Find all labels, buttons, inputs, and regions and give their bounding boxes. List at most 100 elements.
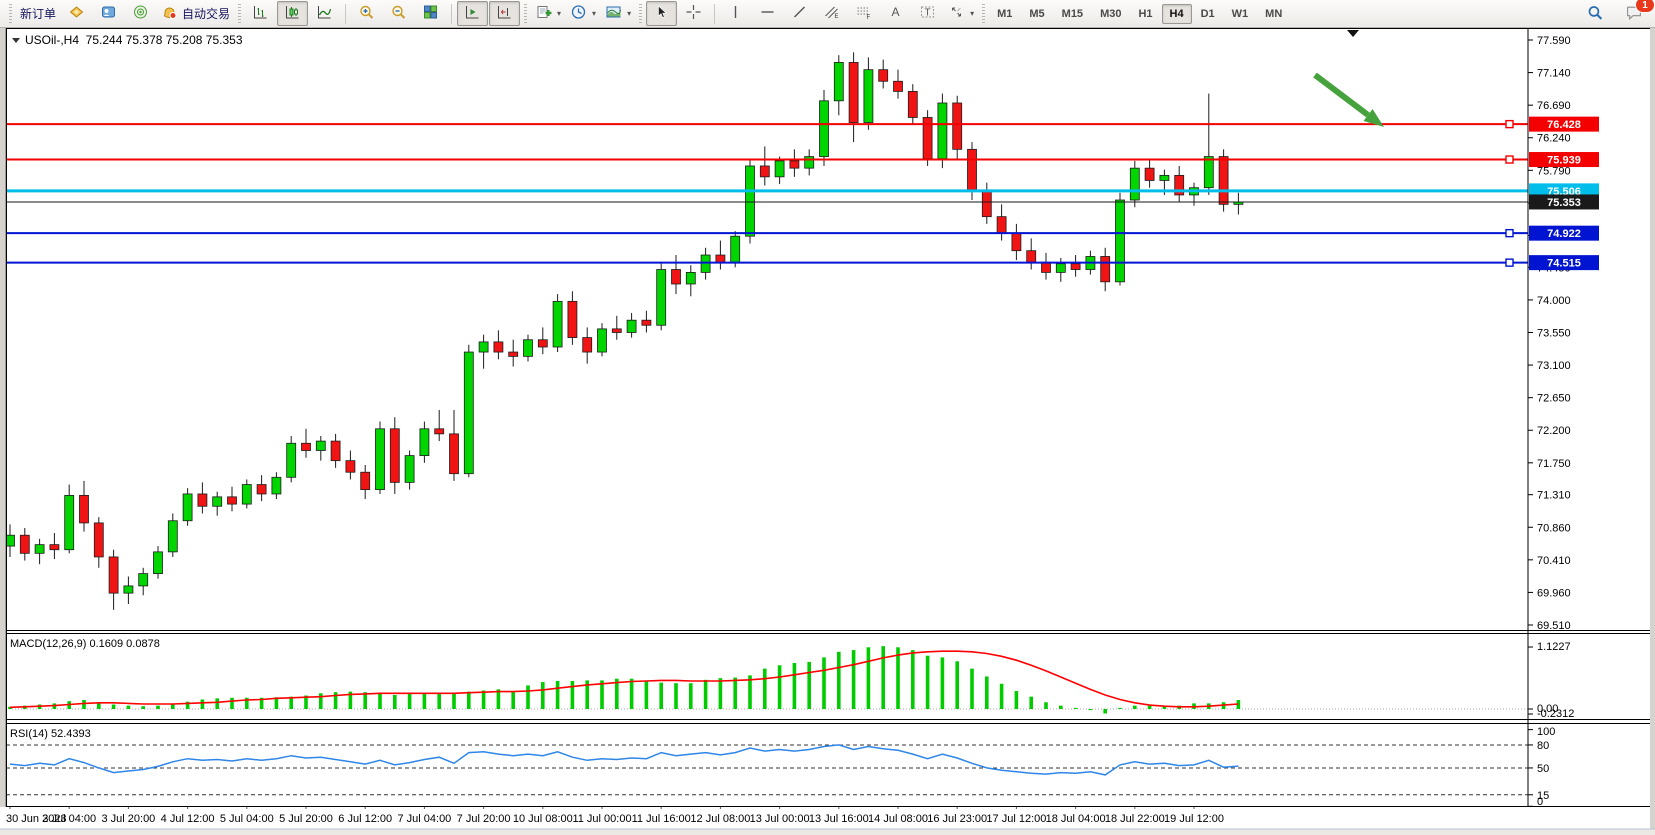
new-chart-button[interactable]: ▾ [531,1,565,26]
zoom-out-button[interactable] [383,1,414,26]
svg-text:0: 0 [1537,796,1543,808]
timeframe-h1-button[interactable]: H1 [1138,7,1153,20]
svg-text:5 Jul 04:00: 5 Jul 04:00 [220,813,274,825]
svg-text:76.690: 76.690 [1537,100,1571,112]
svg-text:100: 100 [1537,726,1555,738]
trendline-icon [791,4,808,23]
svg-text:11 Jul 16:00: 11 Jul 16:00 [632,813,691,825]
svg-text:-0.2312: -0.2312 [1537,708,1574,720]
notification-count-badge: 1 [1635,0,1655,13]
notifications-button[interactable]: 1 [1618,0,1655,26]
new-chart-icon [535,4,552,23]
svg-text:74.515: 74.515 [1547,258,1581,270]
svg-text:15: 15 [1537,790,1549,802]
svg-text:74.922: 74.922 [1547,228,1581,240]
cursor-button[interactable] [646,1,678,26]
bar-chart-button[interactable] [245,1,276,26]
toolbar-grip[interactable] [982,3,986,24]
search-button[interactable] [1579,1,1610,26]
crosshair-button[interactable] [678,1,709,26]
auto-trading-button[interactable]: 自动交易 [157,1,234,26]
signals-icon [132,4,149,23]
window-left-edge[interactable] [0,28,6,807]
chart-window: 77.59077.14076.69076.24075.79075.34074.8… [0,28,1655,835]
vertical-line-icon [727,4,744,23]
candlestick-chart-button[interactable] [277,1,309,26]
timeframe-h4-button[interactable]: H4 [1161,3,1192,24]
rsi-indicator-label: RSI(14) 52.4393 [10,728,91,740]
svg-text:F: F [867,15,871,20]
equidistant-channel-button[interactable]: E [816,1,847,26]
timeframe-m5-button[interactable]: M5 [1029,7,1045,20]
annotations-layer [1313,30,1384,127]
svg-text:18 Jul 22:00: 18 Jul 22:00 [1105,813,1165,825]
charts-button[interactable] [61,1,92,26]
svg-text:T: T [925,8,931,19]
chart-canvas[interactable]: 77.59077.14076.69076.24075.79075.34074.8… [0,28,1655,835]
fibonacci-icon: F [855,4,872,23]
tile-windows-icon [422,4,439,23]
periods-icon [570,4,587,23]
svg-text:10 Jul 08:00: 10 Jul 08:00 [513,813,573,825]
svg-text:14 Jul 08:00: 14 Jul 08:00 [868,813,928,825]
zoom-out-icon [390,4,407,23]
auto-trading-label: 自动交易 [182,7,231,21]
auto-scroll-button[interactable] [457,1,489,26]
text-label-button[interactable]: T [912,1,943,26]
svg-text:30 Jun 2023: 30 Jun 2023 [6,813,67,825]
templates-icon [605,4,622,23]
line-chart-button[interactable] [309,1,340,26]
svg-text:71.750: 71.750 [1537,458,1571,470]
text-icon: A [887,4,904,23]
trend-arrow-annotation [1363,108,1384,127]
fibonacci-button[interactable]: F [848,1,879,26]
periods-button[interactable]: ▾ [566,1,600,26]
svg-text:71.310: 71.310 [1537,490,1571,502]
templates-button[interactable]: ▾ [601,1,635,26]
chart-shift-icon [496,4,513,23]
svg-text:77.590: 77.590 [1537,35,1571,47]
arrows-icon [948,4,965,23]
svg-text:7 Jul 20:00: 7 Jul 20:00 [457,813,511,825]
macd-pane: 1.1227 0.00-0.2312 [6,641,1574,720]
timeframe-m30-button[interactable]: M30 [1100,7,1122,20]
svg-text:72.650: 72.650 [1537,393,1571,405]
chart-shift-button[interactable] [489,1,521,26]
tile-windows-button[interactable] [415,1,446,26]
horizontal-line-button[interactable] [752,1,783,26]
toolbar-grip[interactable] [238,3,242,24]
svg-text:11 Jul 00:00: 11 Jul 00:00 [572,813,631,825]
svg-text:18 Jul 04:00: 18 Jul 04:00 [1046,813,1106,825]
svg-text:70.860: 70.860 [1537,522,1571,534]
timeframe-m1-button[interactable]: M1 [997,7,1013,20]
timeframe-w1-button[interactable]: W1 [1231,7,1249,20]
svg-text:76.428: 76.428 [1547,119,1581,131]
symbol-dropdown-icon[interactable] [12,37,20,43]
timeframe-d1-button[interactable]: D1 [1200,7,1215,20]
navigator-button[interactable] [93,1,124,26]
navigator-icon [100,4,117,23]
svg-text:5 Jul 20:00: 5 Jul 20:00 [279,813,333,825]
svg-text:0.00: 0.00 [1537,703,1558,715]
text-button[interactable]: A [880,1,911,26]
toolbar-grip[interactable] [9,3,12,24]
svg-text:77.140: 77.140 [1537,68,1571,80]
new-order-button[interactable]: 新订单 [16,1,60,26]
svg-text:80: 80 [1537,740,1549,752]
svg-text:3 Jul 04:00: 3 Jul 04:00 [42,813,96,825]
arrows-button[interactable]: ▾ [944,1,978,26]
zoom-in-button[interactable] [351,1,382,26]
toolbar-grip[interactable] [524,3,528,24]
svg-text:7 Jul 04:00: 7 Jul 04:00 [397,813,451,825]
timeframe-mn-button[interactable]: MN [1265,7,1283,20]
vertical-line-button[interactable] [720,1,751,26]
svg-text:12 Jul 08:00: 12 Jul 08:00 [690,813,750,825]
trendline-button[interactable] [784,1,815,26]
svg-text:1.1227: 1.1227 [1537,641,1571,653]
timeframe-m15-button[interactable]: M15 [1061,7,1084,20]
toolbar-grip[interactable] [639,3,643,24]
toolbar: 新订单 自动交易 [0,0,1655,28]
chart-title[interactable]: USOil-,H4 75.244 75.378 75.208 75.353 [12,33,243,47]
signals-button[interactable] [125,1,156,26]
